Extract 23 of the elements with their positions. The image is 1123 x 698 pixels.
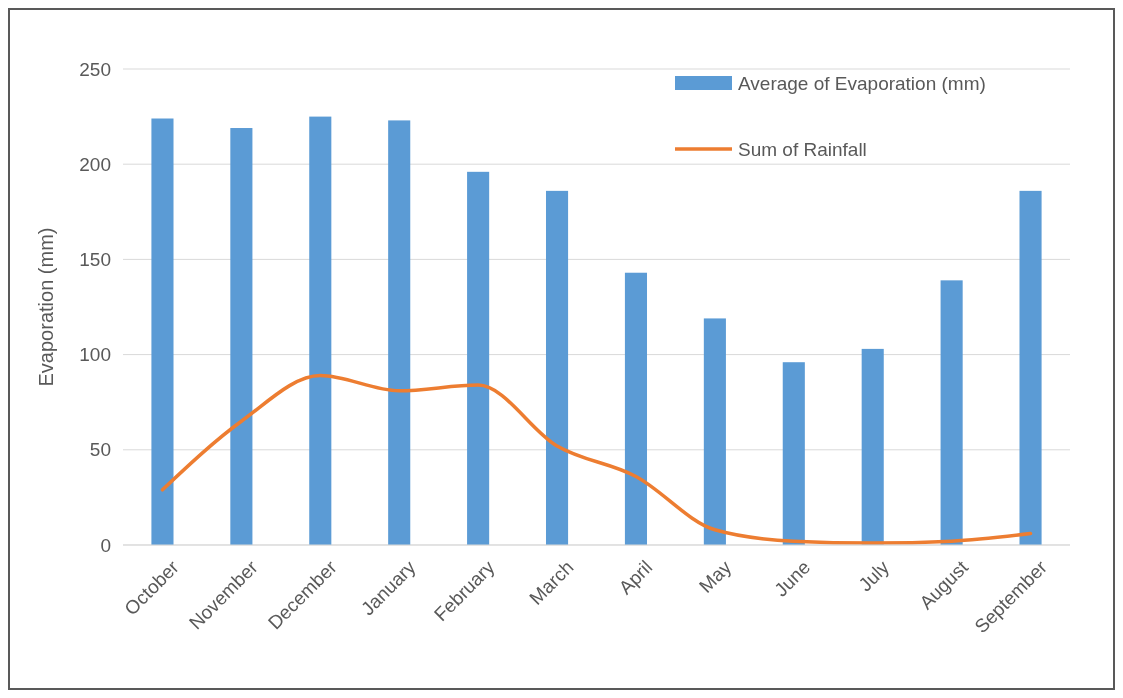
y-tick-label: 200 (79, 153, 111, 175)
bar (467, 171, 490, 545)
y-tick-label: 250 (79, 58, 111, 80)
bar (309, 116, 332, 545)
y-tick-label: 150 (79, 248, 111, 270)
bar (388, 120, 411, 545)
bar (545, 190, 569, 545)
line-series (160, 373, 1033, 545)
y-tick-label: 0 (100, 534, 111, 556)
y-tick-label: 50 (89, 439, 111, 461)
bar (1019, 190, 1042, 545)
x-tick-label: July (854, 556, 894, 596)
x-tick-label: May (695, 556, 736, 597)
y-tick-label: 100 (79, 344, 111, 366)
bar (782, 362, 805, 545)
legend-label: Sum of Rainfall (738, 138, 867, 160)
bar (703, 318, 726, 545)
bar (624, 272, 648, 545)
bar (230, 128, 253, 545)
bar (940, 280, 963, 545)
bar (151, 118, 174, 545)
y-axis-title: Evaporation (mm) (35, 227, 57, 387)
legend-label: Average of Evaporation (mm) (738, 72, 986, 94)
